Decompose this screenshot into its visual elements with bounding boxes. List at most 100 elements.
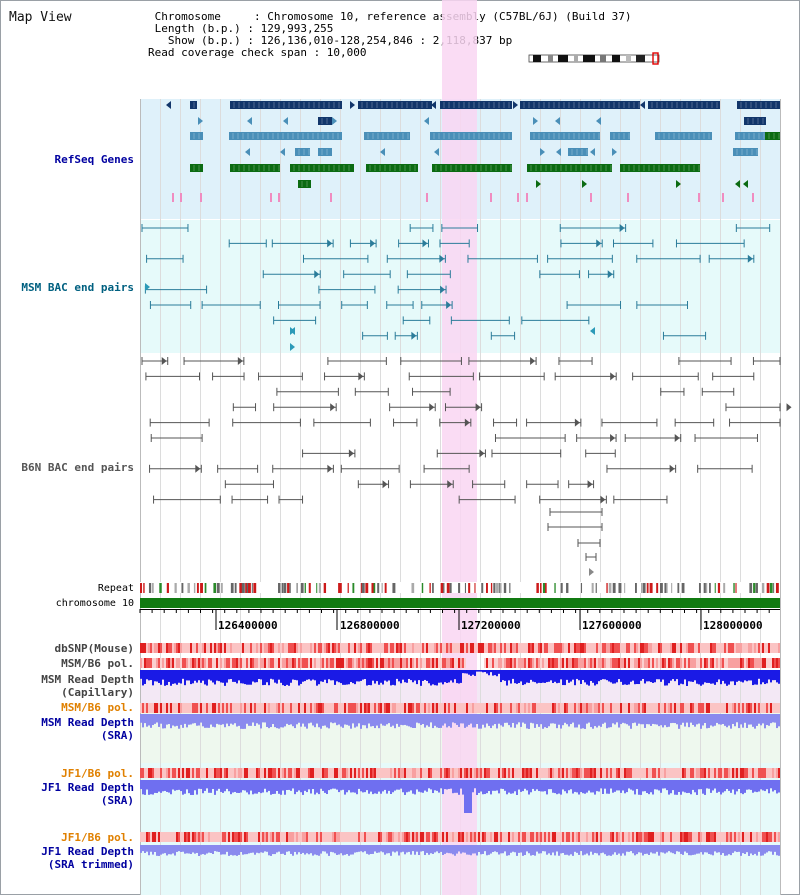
dbsnp-strip xyxy=(140,643,780,653)
depth-bar xyxy=(486,780,488,794)
heat-cell xyxy=(380,832,382,842)
heat-cell xyxy=(352,832,354,842)
heat-cell xyxy=(374,643,376,653)
heat-cell xyxy=(520,643,522,653)
heat-cell xyxy=(590,643,592,653)
heat-cell xyxy=(718,832,720,842)
page-title: Map View xyxy=(9,10,72,25)
depth-bar xyxy=(268,845,270,856)
heat-cell xyxy=(334,703,336,713)
heat-cell xyxy=(228,832,230,842)
depth-bar xyxy=(460,670,462,683)
depth-bar xyxy=(226,780,228,789)
depth-bar xyxy=(702,845,704,855)
heat-cell xyxy=(254,703,256,713)
depth-bar xyxy=(500,670,502,683)
depth-bar xyxy=(286,780,288,791)
depth-bar xyxy=(532,714,534,724)
heat-cell xyxy=(686,643,688,653)
heat-cell xyxy=(710,703,712,713)
gene-block xyxy=(190,164,203,172)
depth-bar xyxy=(636,714,638,726)
heat-cell xyxy=(472,703,474,713)
heat-cell xyxy=(192,658,194,668)
repeat-element xyxy=(296,583,298,593)
heat-cell xyxy=(512,768,514,778)
heat-cell xyxy=(690,768,692,778)
repeat-element xyxy=(545,583,547,593)
depth-bar xyxy=(682,670,684,685)
depth-bar xyxy=(304,780,306,791)
heat-cell xyxy=(380,768,382,778)
depth-bar xyxy=(688,845,690,856)
depth-bar xyxy=(658,714,660,727)
depth-bar xyxy=(238,714,240,726)
repeat-element xyxy=(493,583,496,593)
heat-cell xyxy=(194,832,196,842)
heat-cell xyxy=(344,703,346,713)
depth-bar xyxy=(236,714,238,727)
heat-cell xyxy=(180,658,182,668)
depth-bar xyxy=(484,670,486,673)
depth-bar xyxy=(266,714,268,727)
heat-cell xyxy=(472,768,474,778)
depth-bar xyxy=(560,780,562,795)
heat-cell xyxy=(616,832,618,842)
heat-cell xyxy=(658,643,660,653)
heat-cell xyxy=(176,768,178,778)
depth-bar xyxy=(566,714,568,725)
depth-bar xyxy=(196,714,198,726)
depth-bar xyxy=(660,714,662,726)
depth-bar xyxy=(252,714,254,723)
heat-cell xyxy=(418,703,420,713)
depth-bar xyxy=(718,670,720,680)
depth-bar xyxy=(508,845,510,856)
depth-bar xyxy=(256,845,258,853)
heat-cell xyxy=(640,643,642,653)
heat-cell xyxy=(290,703,292,713)
heat-cell xyxy=(690,703,692,713)
heat-cell xyxy=(376,658,378,668)
highlight-region[interactable] xyxy=(442,0,477,895)
heat-cell xyxy=(380,643,382,653)
depth-bar xyxy=(470,670,472,676)
depth-bar xyxy=(418,670,420,681)
depth-bar xyxy=(244,714,246,729)
chromosome-ideogram[interactable] xyxy=(528,52,662,66)
heat-cell xyxy=(532,832,534,842)
depth-bar xyxy=(388,780,390,791)
heat-cell xyxy=(544,703,546,713)
heat-cell xyxy=(588,768,590,778)
heat-cell xyxy=(500,832,502,842)
heat-cell xyxy=(542,658,544,668)
heat-cell xyxy=(408,768,410,778)
strand-arrow xyxy=(198,117,203,125)
depth-bar xyxy=(276,780,278,792)
depth-bar xyxy=(508,670,510,681)
depth-bar xyxy=(328,845,330,856)
heat-cell xyxy=(216,658,218,668)
depth-bar xyxy=(660,845,662,853)
depth-bar xyxy=(594,845,596,853)
depth-bar xyxy=(440,670,442,683)
heat-cell xyxy=(530,703,532,713)
heat-cell xyxy=(522,643,524,653)
depth-bar xyxy=(540,780,542,792)
heat-cell xyxy=(612,768,614,778)
heat-cell xyxy=(714,703,716,713)
heat-cell xyxy=(680,643,682,653)
heat-cell xyxy=(510,832,512,842)
depth-bar xyxy=(552,780,554,793)
heat-cell xyxy=(674,703,676,713)
depth-bar xyxy=(232,670,234,682)
depth-bar xyxy=(194,714,196,724)
heat-cell xyxy=(774,703,776,713)
depth-bar xyxy=(142,670,144,686)
heat-cell xyxy=(686,768,688,778)
heat-cell xyxy=(160,658,162,668)
heat-cell xyxy=(696,703,698,713)
heat-cell xyxy=(758,832,760,842)
heat-cell xyxy=(456,658,458,668)
depth-bar xyxy=(322,780,324,791)
